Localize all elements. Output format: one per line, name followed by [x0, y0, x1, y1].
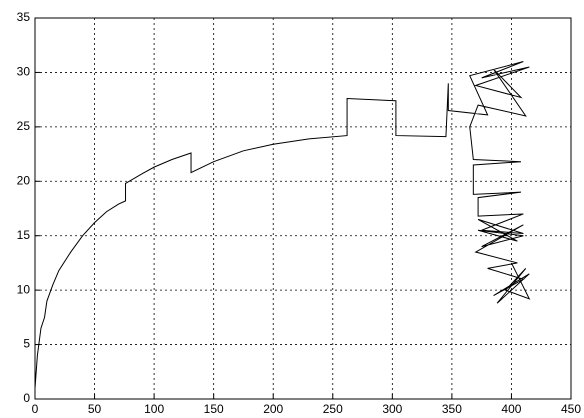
- y-tick-label: 25: [17, 119, 31, 133]
- data-line: [34, 61, 531, 389]
- y-tick-label: 0: [23, 391, 30, 405]
- y-tick-label: 20: [17, 173, 31, 187]
- y-tick-label: 35: [17, 10, 31, 24]
- x-tick-label: 200: [263, 402, 283, 416]
- x-tick-label: 100: [144, 402, 164, 416]
- x-tick-label: 300: [382, 402, 402, 416]
- x-tick-label: 50: [88, 402, 102, 416]
- x-tick-label: 400: [501, 402, 521, 416]
- axes-box: [34, 17, 572, 400]
- y-tick-label: 10: [17, 282, 31, 296]
- x-tick-label: 0: [32, 402, 39, 416]
- x-tick-label: 250: [323, 402, 343, 416]
- x-tick-label: 350: [442, 402, 462, 416]
- y-tick-label: 15: [17, 228, 31, 242]
- x-tick-label: 450: [561, 402, 581, 416]
- x-tick-label: 150: [204, 402, 224, 416]
- plot-area: [35, 18, 571, 399]
- y-tick-label: 30: [17, 65, 31, 79]
- y-tick-label: 5: [23, 337, 30, 351]
